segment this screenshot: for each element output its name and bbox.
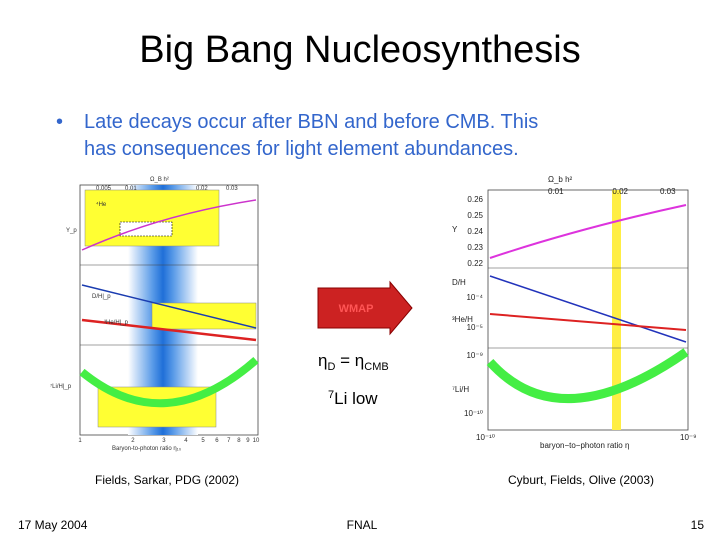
axis-label: Ω_B h²: [150, 177, 169, 183]
tick-label: 0.25: [467, 211, 483, 220]
tick-label: 0.02: [612, 187, 628, 196]
equation: ηD = ηCMB: [318, 351, 389, 373]
tick-label: 10⁻¹⁰: [476, 433, 495, 442]
bullet-line: has consequences for light element abund…: [84, 138, 519, 160]
panel-label: ³He/H|_p: [104, 320, 129, 326]
tick-label: 2: [131, 438, 135, 444]
panel-label: ⁷Li/H: [452, 385, 469, 394]
tick-label: 1: [78, 438, 82, 444]
tick-label: 0.005: [96, 186, 112, 192]
tick-label: 10⁻⁹: [466, 351, 483, 360]
tick-label: 0.01: [125, 186, 137, 192]
panel-label: ⁷Li/H|_p: [50, 383, 72, 390]
tick-label: 7: [227, 438, 231, 444]
panel-label: Y_p: [66, 228, 77, 234]
lithium: 7Li low: [328, 389, 378, 408]
symbol: η: [318, 351, 327, 370]
symbol: = η: [335, 351, 364, 370]
caption: Fields, Sarkar, PDG (2002): [95, 473, 239, 487]
tick-label: 4: [184, 438, 188, 444]
tick-label: 0.03: [660, 187, 676, 196]
right-plot: Ω_b h² 0.01 0.02 0.03 0.26 0.25 0.24 0.23 0.…: [452, 175, 697, 450]
tick-label: 10⁻⁴: [466, 293, 483, 302]
superscript: 7: [328, 389, 334, 401]
tick-label: 10: [253, 438, 260, 444]
tick-label: 10⁻¹⁰: [464, 409, 483, 418]
panel-label: Y: [452, 225, 458, 234]
panel-label: ⁴He: [96, 201, 107, 208]
arrow: [317, 280, 413, 336]
tick-label: 0.23: [467, 243, 483, 252]
tick-label: 0.03: [226, 186, 238, 192]
axis-label: Baryon-to-photon ratio η₁₀: [112, 446, 182, 452]
panel-label: ³He/H: [452, 315, 473, 324]
footer-date: 17 May 2004: [18, 518, 88, 532]
bullet-marker: •: [56, 111, 63, 133]
tick-label: 0.22: [467, 259, 483, 268]
tick-label: 5: [201, 438, 205, 444]
arrow-label: WMAP: [339, 303, 374, 315]
tick-label: 0.26: [467, 195, 483, 204]
tick-label: 10⁻⁵: [467, 323, 483, 332]
tick-label: 10⁻⁹: [680, 433, 697, 442]
panel-label: D/H: [452, 278, 466, 287]
panel-label: D/H|_p: [92, 294, 111, 300]
tick-label: 0.02: [196, 186, 208, 192]
tick-label: 9: [246, 438, 250, 444]
tick-label: 3: [162, 438, 166, 444]
title: Big Bang Nucleosynthesis: [139, 29, 580, 71]
tick-label: 0.24: [467, 227, 483, 236]
subscript: D: [327, 361, 335, 373]
footer-venue: FNAL: [347, 518, 378, 532]
axis-label: baryon−to−photon ratio η: [540, 441, 629, 450]
tick-label: 0.01: [548, 187, 564, 196]
caption: Cyburt, Fields, Olive (2003): [508, 473, 654, 487]
axis-label: Ω_b h²: [548, 175, 573, 184]
left-plot: 0.005 0.01 Ω_B h² 0.02 0.03 ⁴He Y_p D/H|…: [50, 177, 260, 452]
bullet-line: Late decays occur after BBN and before C…: [84, 111, 538, 133]
tick-label: 6: [215, 438, 219, 444]
tick-label: 8: [237, 438, 241, 444]
footer-page: 15: [691, 518, 705, 532]
label: Li low: [334, 389, 378, 408]
subscript: CMB: [364, 361, 388, 373]
